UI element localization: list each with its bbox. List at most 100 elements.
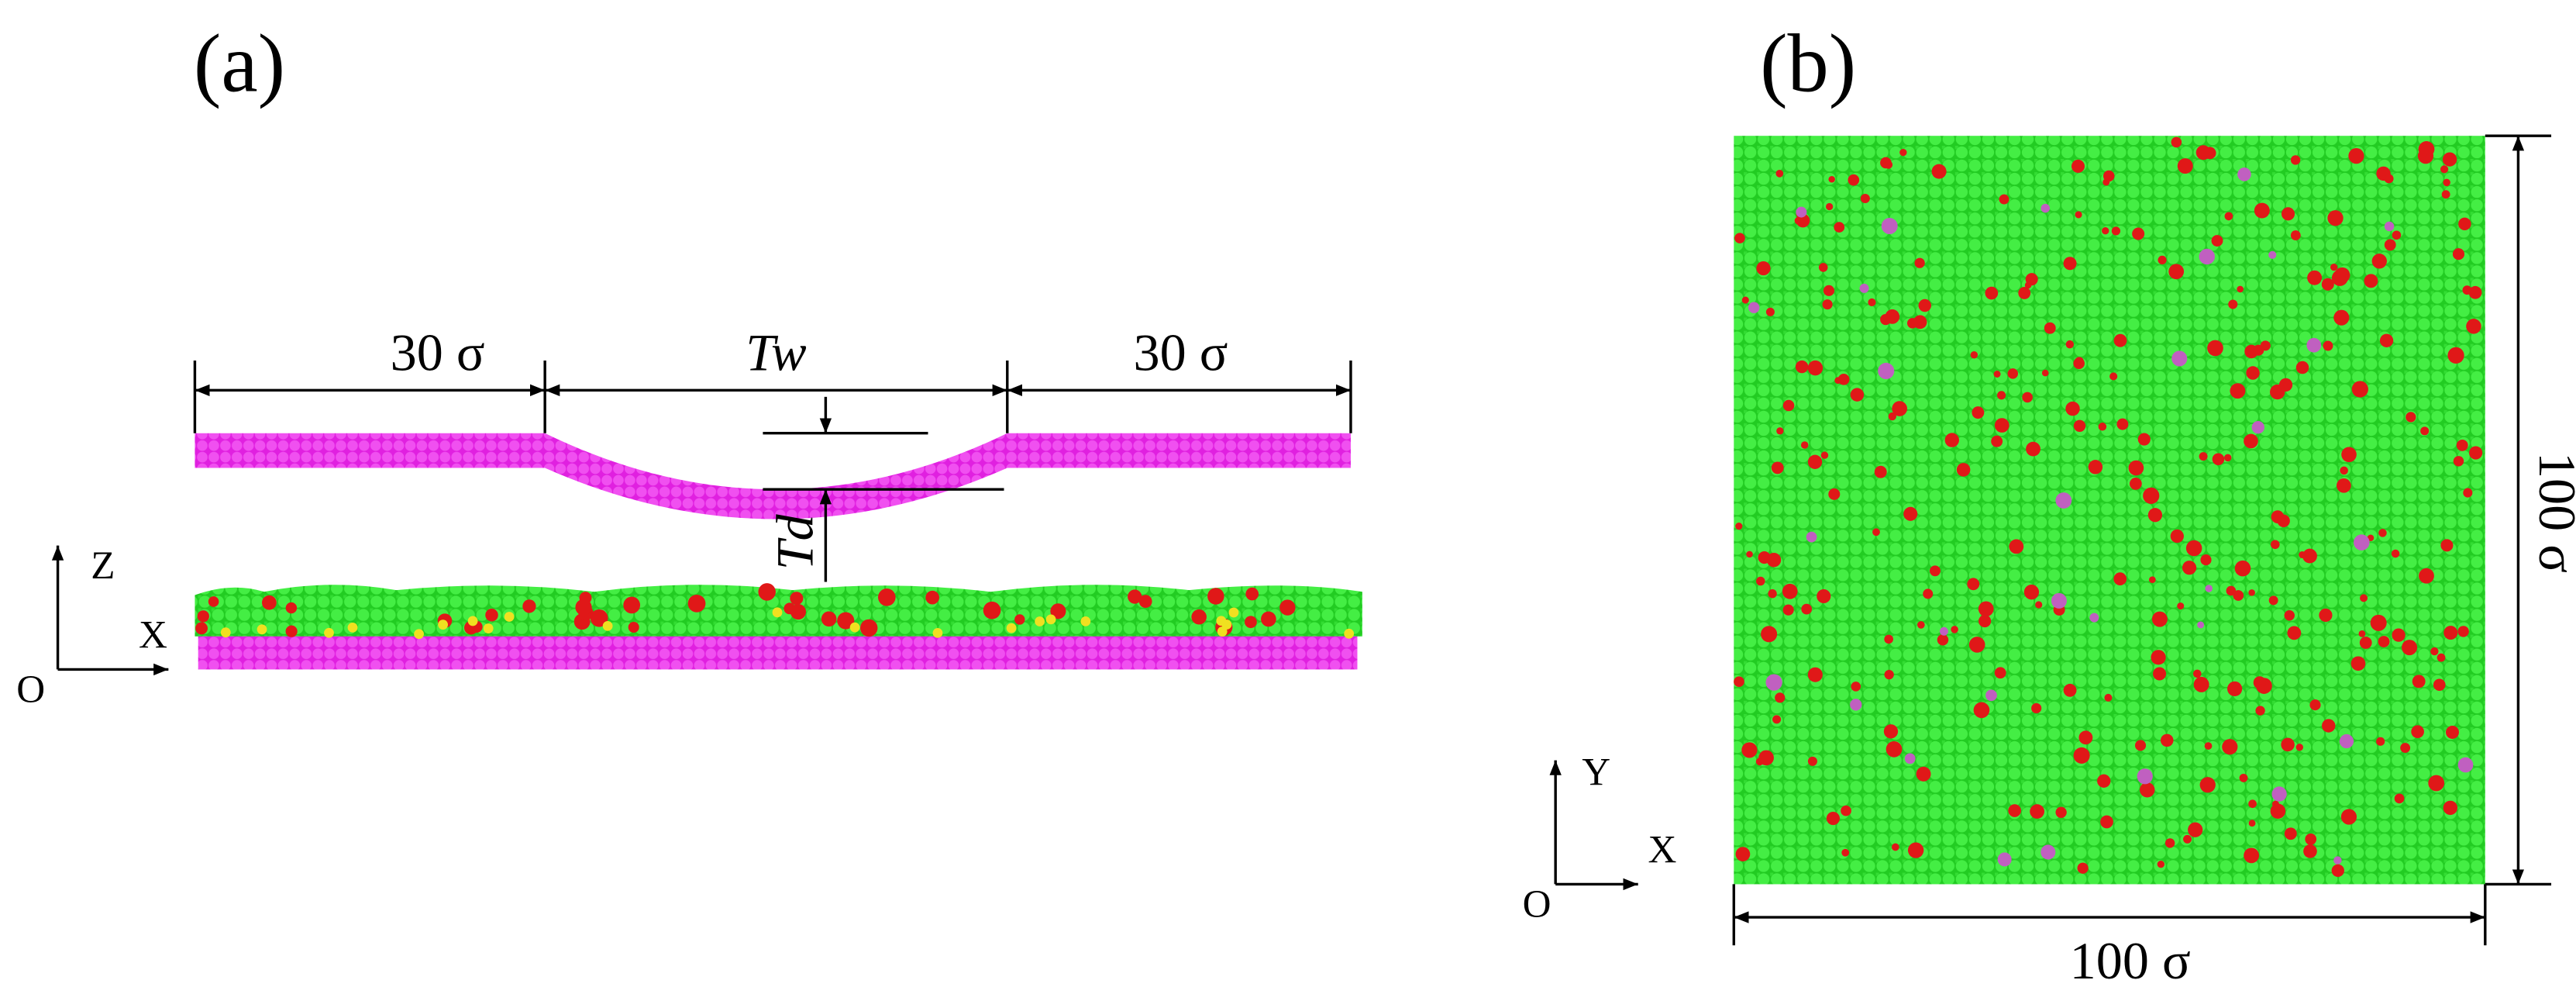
- particle: [1884, 634, 1893, 644]
- particle: [2248, 820, 2256, 827]
- particle: [2097, 774, 2111, 788]
- particle: [2089, 613, 2099, 623]
- particle: [1734, 676, 1744, 688]
- particle: [2287, 626, 2302, 640]
- particle: [2199, 452, 2208, 461]
- particle: [2359, 637, 2372, 649]
- particle: [1994, 667, 2006, 679]
- particle: [504, 612, 515, 622]
- particle: [2171, 136, 2182, 148]
- particle: [2111, 226, 2121, 236]
- particle: [2204, 742, 2213, 750]
- particle: [2443, 800, 2458, 816]
- particle: [1807, 360, 1824, 376]
- particle: [2102, 227, 2109, 235]
- particle: [2088, 460, 2103, 475]
- particle: [1245, 587, 1259, 601]
- particle: [2322, 719, 2336, 733]
- particle: [1884, 670, 1894, 680]
- particle: [1997, 391, 2006, 400]
- particle: [1191, 609, 1207, 625]
- particle: [1261, 611, 1276, 627]
- particle: [2023, 585, 2040, 600]
- particle: [2211, 235, 2223, 247]
- particle: [2463, 488, 2473, 498]
- particle: [2430, 647, 2439, 656]
- particle: [2443, 626, 2458, 640]
- particle: [2440, 539, 2454, 552]
- particle: [2360, 594, 2368, 602]
- particle: [2457, 626, 2469, 637]
- particle: [2443, 178, 2450, 187]
- particle: [2051, 592, 2067, 609]
- particle: [2428, 775, 2445, 792]
- particle: [1782, 604, 1794, 616]
- particle: [2237, 285, 2244, 293]
- particle: [2073, 747, 2090, 764]
- particle: [2337, 478, 2351, 493]
- dimension-label: Tw: [746, 323, 806, 382]
- particle: [1817, 588, 1831, 604]
- particle: [2384, 221, 2395, 232]
- particle: [1878, 362, 1895, 380]
- dimension-label: 100 σ: [2528, 452, 2576, 573]
- particle: [2284, 610, 2295, 621]
- particle: [1801, 603, 1813, 615]
- particle: [758, 583, 776, 601]
- particle: [2453, 456, 2464, 467]
- particle: [2222, 739, 2238, 755]
- particle: [2370, 614, 2387, 631]
- particle: [2151, 611, 2168, 627]
- particle: [2319, 608, 2333, 623]
- particle: [2281, 207, 2295, 221]
- particle: [1841, 805, 1851, 816]
- axis-triad: [1549, 760, 1638, 891]
- particle: [2244, 847, 2260, 864]
- particle: [2168, 264, 2185, 280]
- particle: [2445, 725, 2459, 739]
- particle: [575, 599, 592, 616]
- particle: [2271, 510, 2285, 523]
- particle: [1917, 621, 1925, 629]
- tip-body: [195, 433, 1351, 519]
- particle: [2234, 560, 2251, 577]
- particle: [522, 599, 536, 613]
- particle: [2466, 319, 2481, 334]
- particle: [2129, 478, 2142, 490]
- particle: [2199, 248, 2215, 265]
- particle: [2063, 257, 2077, 271]
- particle: [2457, 757, 2474, 773]
- particle: [1880, 313, 1892, 326]
- particle: [324, 627, 334, 638]
- particle: [1756, 261, 1771, 276]
- axis-label: O: [16, 668, 45, 712]
- particle: [2158, 255, 2167, 264]
- particle: [1868, 298, 1876, 307]
- particle: [2306, 337, 2322, 353]
- particle: [2113, 333, 2127, 347]
- particle: [2203, 147, 2216, 160]
- particle: [1741, 742, 1758, 758]
- particle: [2378, 529, 2387, 537]
- particle: [1221, 619, 1232, 630]
- particle: [1837, 373, 1850, 385]
- particle: [2063, 683, 2077, 697]
- panel-label: (a): [194, 19, 285, 110]
- particle: [2302, 548, 2317, 564]
- particle: [1904, 753, 1916, 764]
- particle: [2100, 815, 2113, 829]
- particle: [2246, 366, 2260, 380]
- particle: [2147, 508, 2163, 523]
- particle: [1045, 614, 1056, 625]
- particle: [1914, 257, 1925, 268]
- particle: [2071, 159, 2085, 173]
- particle: [2134, 740, 2147, 751]
- particle: [2406, 412, 2416, 423]
- particle: [1994, 418, 2009, 433]
- particle: [2132, 227, 2145, 240]
- particle: [485, 609, 498, 622]
- particle: [2193, 676, 2209, 692]
- particle: [2254, 202, 2270, 219]
- particle: [2290, 155, 2301, 165]
- particle: [2340, 466, 2348, 475]
